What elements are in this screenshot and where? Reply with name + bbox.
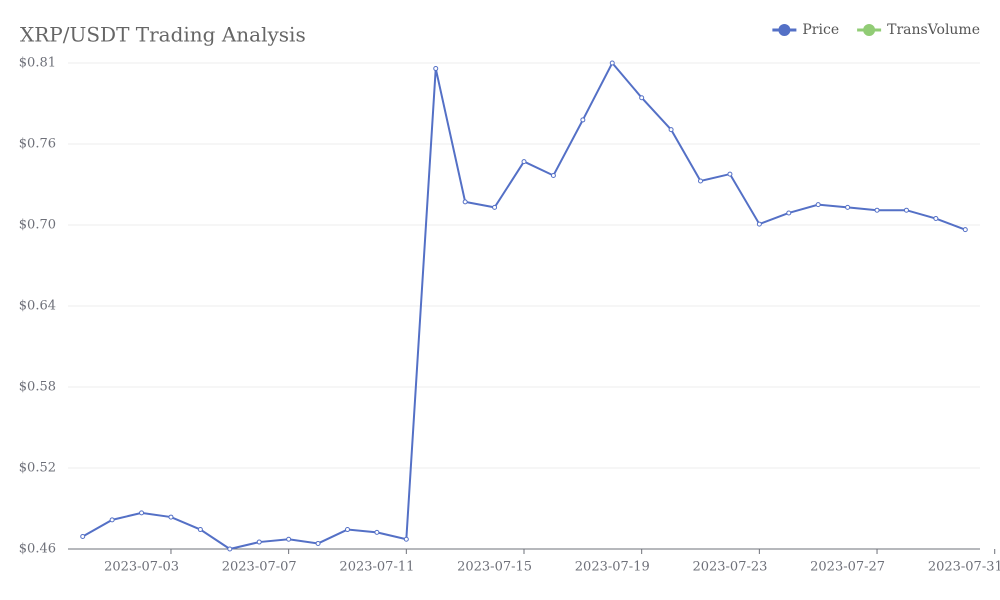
data-point xyxy=(492,204,498,210)
data-point xyxy=(962,227,968,233)
y-tick-label: $0.76 xyxy=(19,136,56,151)
data-point xyxy=(344,527,350,533)
chart-title: XRP/USDT Trading Analysis xyxy=(20,23,306,47)
data-point xyxy=(845,204,851,210)
x-tick-label: 2023-07-07 xyxy=(222,560,297,575)
data-point xyxy=(80,534,86,540)
data-point xyxy=(139,510,145,516)
data-point xyxy=(903,207,909,213)
legend-swatch xyxy=(863,24,876,36)
y-tick-label: $0.70 xyxy=(19,218,56,233)
data-point xyxy=(256,539,262,545)
legend-swatch xyxy=(778,24,791,36)
legend-label[interactable]: Price xyxy=(802,22,839,38)
data-point xyxy=(197,527,203,533)
data-point xyxy=(286,536,292,542)
data-point xyxy=(521,159,527,165)
x-tick-label: 2023-07-23 xyxy=(692,560,767,575)
data-point xyxy=(227,546,233,552)
data-point xyxy=(874,207,880,213)
y-tick-label: $0.58 xyxy=(19,379,56,394)
x-tick-label: 2023-07-03 xyxy=(104,560,179,575)
y-tick-label: $0.64 xyxy=(19,299,56,314)
y-tick-label: $0.52 xyxy=(19,461,56,476)
data-point xyxy=(374,529,380,535)
x-tick-label: 2023-07-19 xyxy=(575,560,650,575)
y-tick-label: $0.46 xyxy=(19,542,56,557)
x-tick-label: 2023-07-31 xyxy=(928,560,1000,575)
data-point xyxy=(786,210,792,216)
data-point xyxy=(109,517,115,523)
data-point xyxy=(756,221,762,227)
data-point xyxy=(668,127,674,133)
data-point xyxy=(933,216,939,222)
y-tick-label: $0.81 xyxy=(19,56,56,71)
data-point xyxy=(639,95,645,101)
x-tick-label: 2023-07-27 xyxy=(810,560,885,575)
data-point xyxy=(727,171,733,177)
data-point xyxy=(403,536,409,542)
data-point xyxy=(462,199,468,205)
data-point xyxy=(315,540,321,546)
data-point xyxy=(609,60,615,66)
legend-label[interactable]: TransVolume xyxy=(887,22,980,38)
data-point xyxy=(698,178,704,184)
data-point xyxy=(815,202,821,208)
x-tick-label: 2023-07-15 xyxy=(457,560,532,575)
data-point xyxy=(550,172,556,178)
x-tick-label: 2023-07-11 xyxy=(339,560,414,575)
data-point xyxy=(433,66,439,72)
data-point xyxy=(168,514,174,520)
data-point xyxy=(580,117,586,123)
